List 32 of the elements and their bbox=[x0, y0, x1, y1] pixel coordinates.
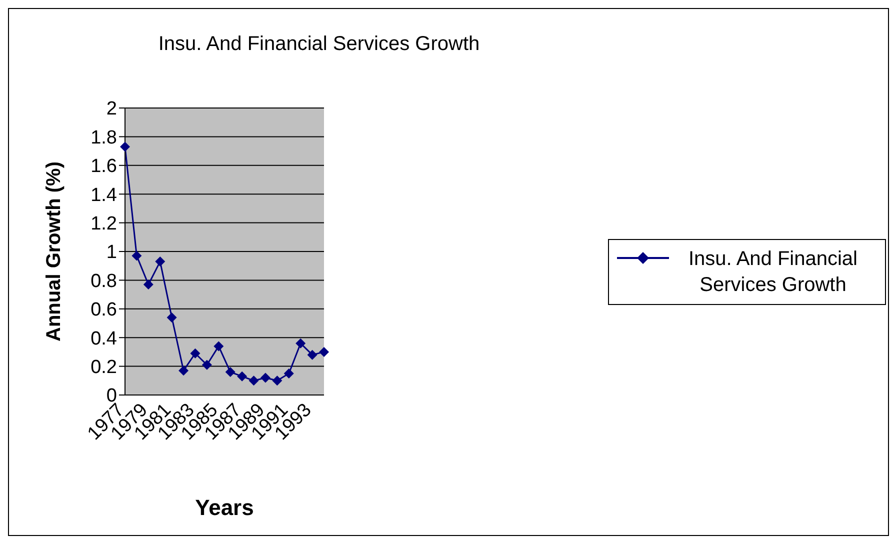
legend-label: Insu. And Financial Services Growth bbox=[688, 247, 858, 298]
y-tick-label: 2 bbox=[106, 98, 117, 120]
y-axis-title: Annual Growth (%) bbox=[43, 162, 66, 342]
y-tick-label: 1.2 bbox=[90, 214, 117, 235]
point bbox=[202, 360, 212, 370]
point bbox=[225, 367, 236, 378]
point bbox=[178, 366, 189, 376]
point bbox=[248, 376, 259, 386]
point bbox=[132, 250, 142, 261]
point bbox=[155, 256, 166, 267]
y-tick-label: 0.4 bbox=[90, 328, 118, 350]
point bbox=[166, 312, 177, 323]
point bbox=[120, 142, 130, 152]
point bbox=[237, 371, 248, 382]
x-axis-title: Years bbox=[195, 495, 254, 520]
y-tick-label: 1 bbox=[106, 242, 117, 264]
y-tick-label: 0.8 bbox=[90, 270, 117, 292]
point bbox=[214, 341, 224, 352]
point bbox=[190, 348, 200, 358]
point bbox=[307, 350, 318, 360]
y-tick-label: 1.6 bbox=[90, 156, 117, 178]
point bbox=[296, 338, 306, 348]
point bbox=[143, 280, 154, 290]
y-tick-label: 1.8 bbox=[90, 127, 117, 148]
point bbox=[284, 368, 294, 378]
y-tick-label: 0.6 bbox=[90, 300, 117, 321]
y-tick-label: 1.4 bbox=[90, 184, 118, 206]
point bbox=[272, 376, 282, 386]
chart-title: Insu. And Financial Services Growth bbox=[157, 33, 481, 56]
point bbox=[319, 346, 329, 357]
y-tick-label: 0.2 bbox=[90, 357, 117, 378]
point bbox=[260, 372, 270, 383]
